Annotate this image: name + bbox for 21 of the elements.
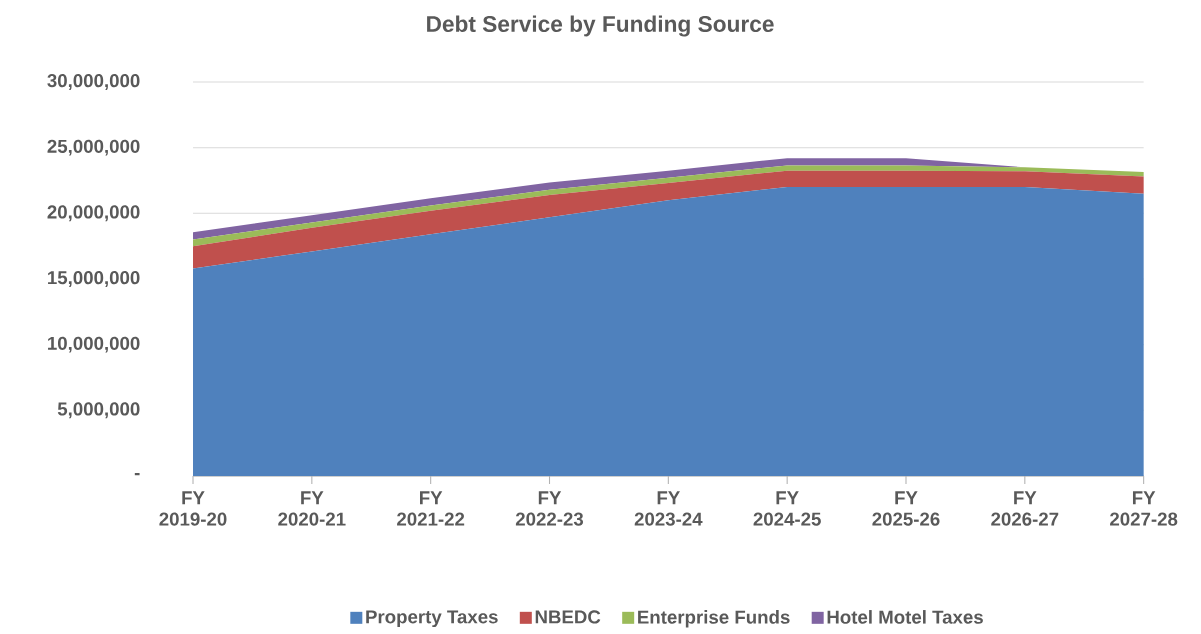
legend-label: Property Taxes <box>366 610 498 628</box>
x-tick-label: FY 2023-24 <box>634 491 703 526</box>
x-tick-label: FY 2026-27 <box>991 491 1059 526</box>
legend-label: NBEDC <box>535 610 601 624</box>
x-tick-label: FY 2022-23 <box>515 491 584 526</box>
y-tick-label: 5,000,000 <box>57 402 140 419</box>
y-tick-label: - <box>134 473 140 476</box>
y-tick-label: 30,000,000 <box>47 74 140 90</box>
y-tick-label: 25,000,000 <box>47 139 140 156</box>
y-tick-label: 15,000,000 <box>48 271 140 287</box>
y-tick-label: 20,000,000 <box>47 205 140 222</box>
x-tick-label: FY 2025-26 <box>872 491 940 526</box>
x-tick-label: FY 2024-25 <box>753 491 821 526</box>
x-tick-label: FY 2021-22 <box>397 491 465 526</box>
chart-title: Debt Service by Funding Source <box>427 15 774 37</box>
x-tick-label: FY 2020-21 <box>278 491 346 526</box>
legend-label: Hotel Motel Taxes <box>827 610 983 624</box>
x-tick-label: FY 2027-28 <box>1110 491 1178 526</box>
legend-label: Enterprise Funds <box>638 610 790 628</box>
x-tick-label: FY 2019-20 <box>159 491 227 526</box>
y-tick-label: 10,000,000 <box>48 336 140 353</box>
